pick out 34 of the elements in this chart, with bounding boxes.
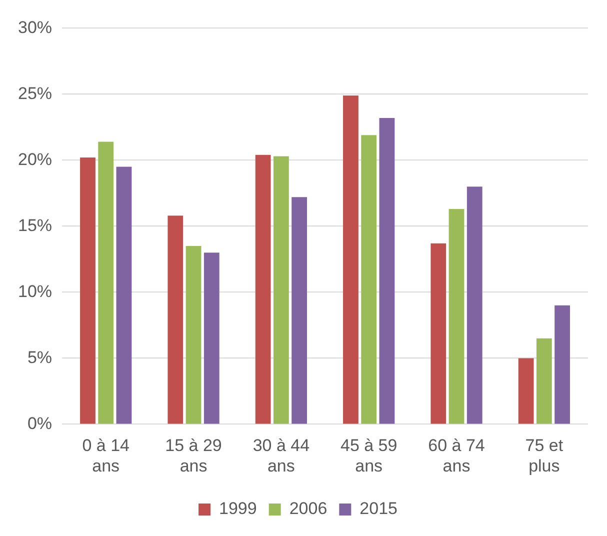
bar [98,142,114,424]
bar [430,243,446,424]
bar [466,186,482,424]
y-tick-label: 0% [27,414,52,433]
bar [518,358,534,424]
bar [116,166,132,424]
y-tick-label: 10% [18,282,52,301]
bar [448,209,464,424]
bar [168,216,184,424]
bar [273,156,289,424]
x-tick-label: 60 à 74 ans [428,436,485,476]
x-tick-label: 45 à 59 ans [340,436,398,476]
bar [379,118,395,424]
bar [186,246,202,424]
y-tick-label: 25% [18,84,52,103]
y-tick-label: 15% [18,216,52,235]
legend-label: 2006 [289,499,328,518]
legend-label: 2015 [360,499,398,518]
bar [80,158,96,424]
x-tick-label: 15 à 29 ans [165,436,222,476]
legend-label: 1999 [219,499,257,518]
x-tick-label: 30 à 44 ans [252,436,310,476]
y-tick-label: 30% [18,18,52,37]
bar [204,252,220,424]
x-tick-label: 0 à 14 ans [82,436,130,476]
bar [255,154,271,424]
bar [554,305,570,424]
bar [292,197,307,424]
y-tick-label: 5% [27,348,52,367]
x-tick-label: 75 et plus [525,436,564,476]
bar [536,338,552,424]
y-tick-label: 20% [18,150,52,169]
bar [343,96,358,424]
bar [361,135,377,424]
